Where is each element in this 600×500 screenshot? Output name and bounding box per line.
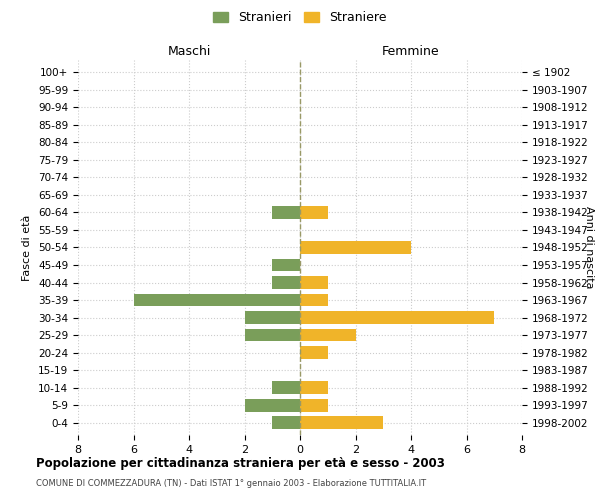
- Text: Femmine: Femmine: [382, 45, 440, 58]
- Bar: [300, 329, 355, 342]
- Text: Popolazione per cittadinanza straniera per età e sesso - 2003: Popolazione per cittadinanza straniera p…: [36, 458, 445, 470]
- Bar: [245, 329, 300, 342]
- Bar: [272, 382, 300, 394]
- Bar: [272, 206, 300, 219]
- Bar: [300, 276, 328, 289]
- Bar: [133, 294, 300, 306]
- Y-axis label: Fasce di età: Fasce di età: [22, 214, 32, 280]
- Bar: [300, 294, 328, 306]
- Y-axis label: Anni di nascita: Anni di nascita: [584, 206, 594, 289]
- Bar: [300, 241, 411, 254]
- Bar: [300, 312, 494, 324]
- Bar: [300, 382, 328, 394]
- Bar: [300, 416, 383, 429]
- Bar: [300, 399, 328, 411]
- Text: COMUNE DI COMMEZZADURA (TN) - Dati ISTAT 1° gennaio 2003 - Elaborazione TUTTITAL: COMUNE DI COMMEZZADURA (TN) - Dati ISTAT…: [36, 479, 426, 488]
- Bar: [300, 206, 328, 219]
- Legend: Stranieri, Straniere: Stranieri, Straniere: [208, 6, 392, 29]
- Text: Maschi: Maschi: [167, 45, 211, 58]
- Bar: [300, 346, 328, 359]
- Bar: [272, 258, 300, 272]
- Bar: [272, 416, 300, 429]
- Bar: [245, 312, 300, 324]
- Bar: [272, 276, 300, 289]
- Bar: [245, 399, 300, 411]
